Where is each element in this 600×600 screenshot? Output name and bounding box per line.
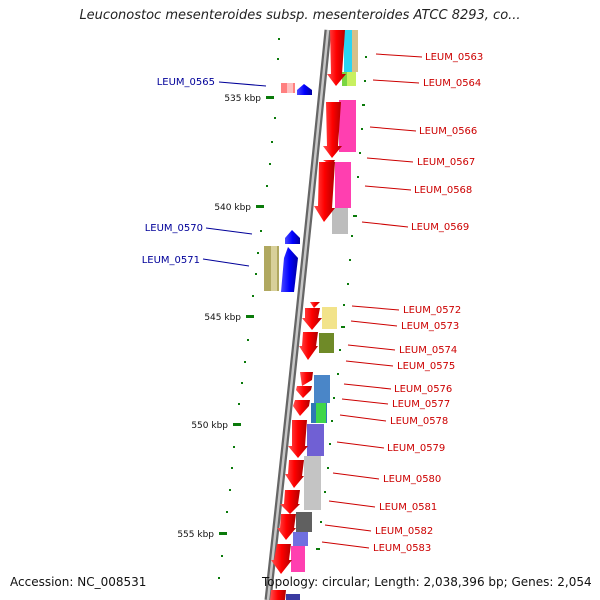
kbp-label: 540 kbp [214,203,251,213]
gene-label-leum-0579[interactable]: LEUM_0579 [387,443,445,454]
kbp-label: 545 kbp [204,313,241,323]
cog-bars [286,30,358,600]
gene-label-leum-0576[interactable]: LEUM_0576 [394,384,452,395]
gene-label-leum-0580[interactable]: LEUM_0580 [383,474,441,485]
gene-label-leum-0564[interactable]: LEUM_0564 [423,78,481,89]
gene-label-leum-0570[interactable]: LEUM_0570 [145,223,203,234]
gene-label-leum-0565[interactable]: LEUM_0565 [157,77,215,88]
gene-label-leum-0578[interactable]: LEUM_0578 [390,416,448,427]
right-callouts [321,53,423,549]
gene-label-leum-0575[interactable]: LEUM_0575 [397,361,455,372]
gene-label-leum-0566[interactable]: LEUM_0566 [419,126,477,137]
left-callouts [202,81,267,267]
gene-label-leum-0577[interactable]: LEUM_0577 [392,399,450,410]
gene-label-leum-0567[interactable]: LEUM_0567 [417,157,475,168]
inner-tick-dots [316,56,367,550]
gene-label-leum-0563[interactable]: LEUM_0563 [425,52,483,63]
kbp-label: 535 kbp [224,94,261,104]
map-title: Leuconostoc mesenteroides subsp. mesente… [79,8,521,23]
kbp-label: 555 kbp [177,530,214,540]
outer-tick-dots [218,38,280,579]
reverse-genes [264,83,312,292]
gene-label-leum-0583[interactable]: LEUM_0583 [373,543,431,554]
gene-label-leum-0573[interactable]: LEUM_0573 [401,321,459,332]
gene-label-leum-0568[interactable]: LEUM_0568 [414,185,472,196]
genome-backbone-highlight [266,29,330,600]
gene-label-leum-0574[interactable]: LEUM_0574 [399,345,457,356]
kbp-ticks [219,96,274,535]
accession-text: Accession: NC_008531 [10,575,147,589]
kbp-label: 550 kbp [191,421,228,431]
genome-summary-text: Topology: circular; Length: 2,038,396 bp… [262,575,592,589]
gene-label-leum-0582[interactable]: LEUM_0582 [375,526,433,537]
right-gene-labels: LEUM_0563 LEUM_0564 LEUM_0566 LEUM_0567 … [373,52,483,554]
gene-label-leum-0572[interactable]: LEUM_0572 [403,305,461,316]
forward-genes [270,30,346,600]
gene-label-leum-0569[interactable]: LEUM_0569 [411,222,469,233]
gene-label-leum-0571[interactable]: LEUM_0571 [142,255,200,266]
gene-label-leum-0581[interactable]: LEUM_0581 [379,502,437,513]
